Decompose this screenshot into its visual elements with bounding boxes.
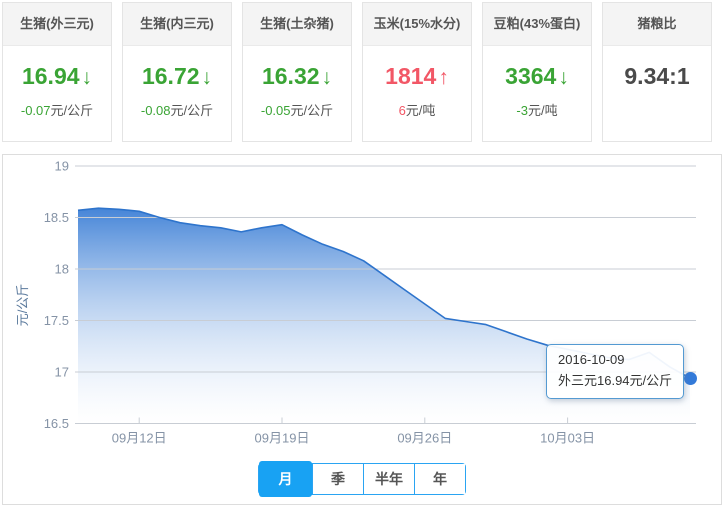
tab-year[interactable]: 年 [414, 464, 465, 494]
price-value: 3364 [505, 63, 557, 89]
last-point-marker [683, 371, 697, 385]
tab-month[interactable]: 月 [259, 461, 312, 497]
card-corn: 玉米(15%水分) 1814↑ 6元/吨 [362, 2, 472, 142]
svg-text:元/公斤: 元/公斤 [15, 284, 30, 327]
delta-value: -0.08 [140, 103, 171, 118]
tab-half-year[interactable]: 半年 [363, 464, 414, 494]
card-pig-nei-sanyuan: 生猪(内三元) 16.72↓ -0.08元/公斤 [122, 2, 232, 142]
card-delta: -0.07元/公斤 [3, 100, 111, 119]
trend-down-icon: ↓ [81, 66, 93, 89]
card-value: 16.32↓ [243, 63, 351, 90]
svg-text:09月19日: 09月19日 [255, 431, 310, 446]
delta-value: -3 [516, 103, 528, 118]
card-pig-tuza: 生猪(土杂猪) 16.32↓ -0.05元/公斤 [242, 2, 352, 142]
trend-down-icon: ↓ [558, 66, 569, 89]
card-value: 9.34:1 [603, 63, 711, 90]
svg-text:09月26日: 09月26日 [397, 431, 452, 446]
trend-down-icon: ↓ [321, 66, 333, 89]
period-tabs: 月 季 半年 年 [258, 461, 466, 497]
price-value: 16.32 [261, 63, 320, 89]
delta-unit: 元/公斤 [290, 103, 334, 118]
svg-text:09月12日: 09月12日 [112, 431, 167, 446]
svg-text:16.5: 16.5 [44, 416, 69, 431]
card-title: 玉米(15%水分) [363, 3, 471, 46]
card-value: 16.72↓ [123, 63, 231, 90]
price-value: 16.94 [21, 63, 80, 89]
svg-text:17: 17 [55, 365, 69, 380]
delta-unit: 元/公斤 [170, 103, 214, 118]
delta-value: -0.07 [20, 103, 51, 118]
card-value: 16.94↓ [3, 63, 111, 90]
delta-unit: 元/吨 [405, 103, 436, 118]
svg-text:10月03日: 10月03日 [540, 431, 595, 446]
price-value: 16.72 [141, 63, 200, 89]
tooltip-date: 2016-10-09 [558, 352, 625, 368]
card-pig-grain-ratio: 猪粮比 9.34:1 [602, 2, 712, 142]
card-delta: -0.08元/公斤 [123, 100, 231, 119]
card-title: 豆粕(43%蛋白) [483, 3, 591, 46]
svg-text:17.5: 17.5 [44, 313, 69, 328]
card-value: 3364↓ [483, 63, 591, 90]
card-value: 1814↑ [363, 63, 471, 90]
svg-text:19: 19 [55, 159, 69, 174]
card-delta: 6元/吨 [363, 100, 471, 119]
trend-up-icon: ↑ [438, 66, 449, 89]
svg-text:18: 18 [55, 262, 69, 277]
tooltip-value: 外三元16.94元/公斤 [558, 372, 673, 388]
card-title: 生猪(土杂猪) [243, 3, 351, 46]
delta-value: -0.05 [260, 103, 291, 118]
card-delta: -0.05元/公斤 [243, 100, 351, 119]
card-pig-wai-sanyuan: 生猪(外三元) 16.94↓ -0.07元/公斤 [2, 2, 112, 142]
stat-cards-row: 生猪(外三元) 16.94↓ -0.07元/公斤 生猪(内三元) 16.72↓ … [0, 0, 724, 144]
chart-tooltip: 2016-10-09 外三元16.94元/公斤 [546, 344, 685, 399]
ratio-value: 9.34:1 [624, 63, 690, 89]
price-value: 1814 [385, 63, 437, 89]
card-delta: -3元/吨 [483, 100, 591, 119]
delta-unit: 元/公斤 [50, 103, 94, 118]
card-title: 猪粮比 [603, 3, 711, 46]
delta-unit: 元/吨 [527, 103, 558, 118]
delta-value: 6 [398, 103, 406, 118]
svg-text:18.5: 18.5 [44, 210, 69, 225]
card-soybean-meal: 豆粕(43%蛋白) 3364↓ -3元/吨 [482, 2, 592, 142]
price-area-chart[interactable]: 19 18.5 18 17.5 17 16.5 09月12日 09月19日 09月26日 10月0… [3, 155, 721, 455]
trend-down-icon: ↓ [201, 66, 213, 89]
card-title: 生猪(内三元) [123, 3, 231, 46]
card-title: 生猪(外三元) [3, 3, 111, 46]
chart-panel: 19 18.5 18 17.5 17 16.5 09月12日 09月19日 09月26日 10月0… [2, 154, 722, 505]
tab-quarter[interactable]: 季 [312, 464, 363, 494]
